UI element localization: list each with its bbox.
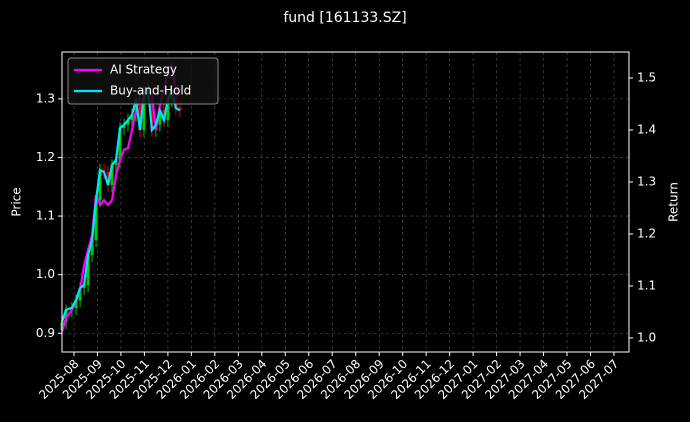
y2-tick-label: 1.3: [637, 174, 656, 188]
y2-tick-label: 1.4: [637, 122, 656, 136]
candle-body: [90, 240, 94, 256]
legend-label: Buy-and-Hold: [110, 84, 191, 98]
y2-axis-label: Return: [667, 182, 681, 222]
candle-body: [150, 87, 154, 130]
candle-body: [118, 128, 122, 160]
plot-frame: [61, 51, 630, 353]
candle-body: [122, 124, 126, 129]
y2-tick-label: 1.1: [637, 278, 656, 292]
candle-body: [114, 159, 118, 166]
candle-body: [74, 300, 78, 309]
candle-body: [142, 94, 146, 130]
candle-body: [130, 114, 134, 120]
y2-tick-label: 1.2: [637, 226, 656, 240]
candle-body: [138, 100, 142, 130]
y-tick-label: 0.9: [36, 326, 55, 340]
legend: AI Strategy Buy-and-Hold: [67, 57, 219, 105]
y-tick-label: 1.0: [36, 267, 55, 281]
candle-body: [106, 172, 110, 186]
y-tick-label: 1.3: [36, 91, 55, 105]
legend-box: [67, 57, 219, 105]
legend-label: AI Strategy: [110, 63, 177, 77]
line-series: [60, 84, 181, 323]
candle-body: [98, 169, 102, 201]
candle-body: [94, 200, 98, 241]
y2-tick-label: 1.5: [637, 70, 656, 84]
y-tick-label: 1.1: [36, 209, 55, 223]
candle-body: [166, 100, 170, 120]
candle-body: [178, 107, 182, 111]
candle-body: [78, 288, 82, 301]
candle-body: [126, 119, 130, 125]
candle-body: [64, 310, 68, 323]
chart-title: fund [161133.SZ]: [283, 10, 406, 26]
candle-body: [86, 255, 90, 286]
y-axis-label: Price: [10, 187, 24, 216]
y-tick-label: 1.2: [36, 150, 55, 164]
candle-body: [110, 165, 114, 186]
candle-body: [158, 110, 162, 125]
candle-body: [82, 285, 86, 289]
y2-tick-label: 1.0: [637, 330, 656, 344]
